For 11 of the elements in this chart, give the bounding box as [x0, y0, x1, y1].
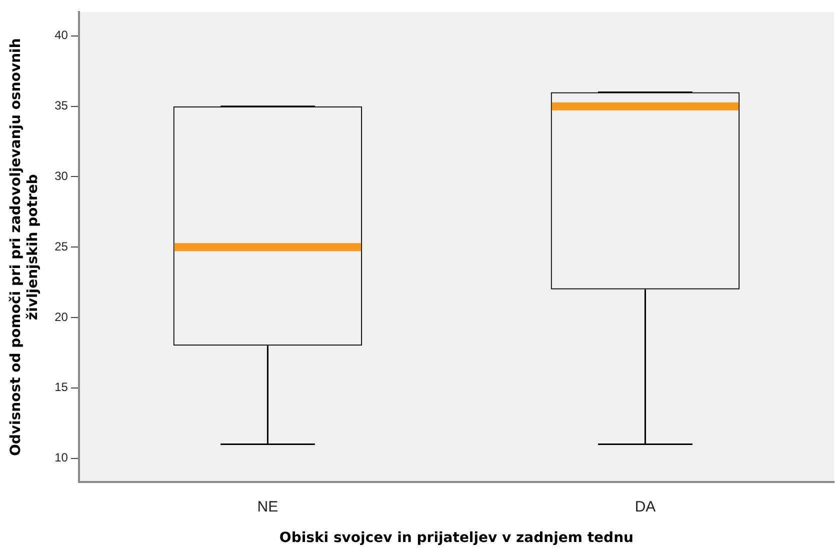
y-tick-label: 30 — [54, 169, 68, 184]
y-tick-label: 35 — [54, 98, 68, 113]
y-tick-label: 40 — [54, 28, 68, 42]
y-tick-label: 25 — [54, 239, 68, 254]
y-tick-label: 20 — [54, 310, 68, 324]
x-axis-title: Obiski svojcev in prijateljev v zadnjem tednu — [279, 530, 634, 546]
x-tick-label: DA — [634, 498, 656, 516]
y-tick-label: 15 — [54, 380, 68, 394]
y-axis-title: Odvisnost od pomoči pri pri zadovoljevanju osnovnih življenjskih potreb — [8, 38, 41, 456]
x-tick-label: NE — [257, 498, 278, 516]
y-tick-label: 10 — [54, 450, 68, 465]
